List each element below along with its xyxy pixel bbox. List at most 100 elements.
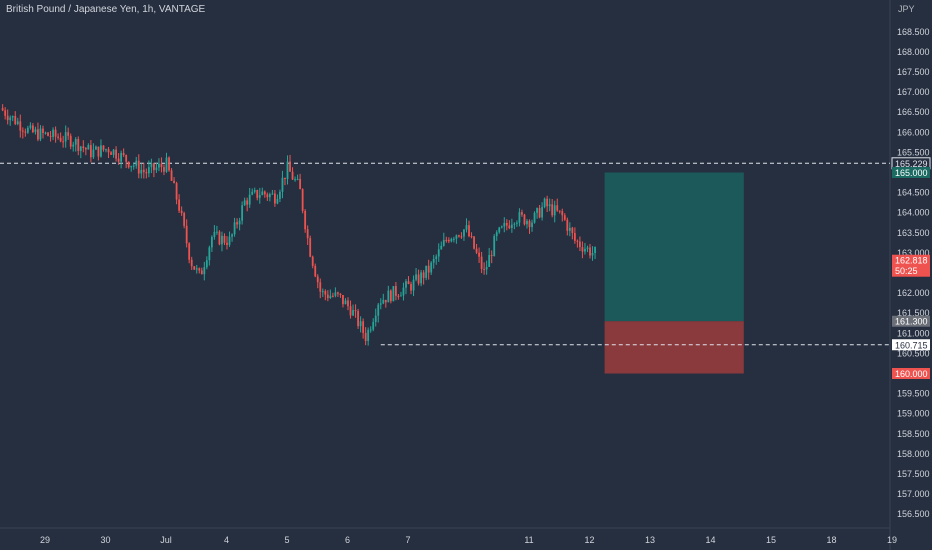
- candle-body: [591, 252, 594, 256]
- candle-body: [445, 239, 448, 241]
- candle-body: [500, 226, 503, 228]
- candle-body: [521, 212, 523, 215]
- candle-body: [463, 229, 465, 237]
- candle-body: [107, 149, 110, 153]
- candle-body: [425, 265, 428, 278]
- candle-body: [203, 267, 206, 275]
- candle-body: [473, 236, 475, 249]
- y-tick-label: 163.500: [897, 228, 930, 238]
- stop-badge: 160.000: [895, 369, 928, 379]
- candle-body: [309, 238, 312, 257]
- candle-body: [180, 210, 183, 213]
- candle-body: [523, 214, 526, 225]
- candle-body: [218, 231, 221, 245]
- candle-body: [493, 236, 496, 257]
- y-tick-label: 167.000: [897, 87, 930, 97]
- high-line-badge: 165.229: [895, 159, 928, 169]
- candle-body: [417, 274, 420, 284]
- entry-badge: 161.300: [895, 317, 928, 327]
- candle-body: [59, 137, 62, 142]
- candle-body: [26, 127, 29, 133]
- candle-body: [147, 167, 150, 174]
- candle-body: [435, 256, 438, 259]
- candle-body: [543, 198, 546, 207]
- candle-body: [579, 241, 581, 248]
- candle-body: [150, 163, 153, 168]
- x-tick-label: 7: [405, 535, 410, 545]
- y-tick-label: 168.000: [897, 47, 930, 57]
- candle-body: [384, 299, 387, 303]
- x-tick-label: 18: [826, 535, 836, 545]
- candle-body: [561, 211, 564, 216]
- candle-body: [377, 304, 380, 316]
- candles: [1, 104, 596, 346]
- candle-body: [163, 167, 165, 172]
- candle-body: [306, 229, 309, 239]
- candle-body: [518, 212, 521, 223]
- candle-body: [354, 310, 357, 312]
- candle-body: [440, 245, 443, 250]
- candle-body: [77, 139, 80, 151]
- y-tick-label: 162.000: [897, 288, 930, 298]
- candle-body: [89, 145, 92, 158]
- candle-body: [505, 223, 508, 226]
- candle-body: [261, 191, 264, 196]
- candle-body: [238, 220, 241, 225]
- candle-body: [389, 290, 392, 302]
- candle-body: [87, 145, 90, 150]
- candle-body: [405, 281, 407, 288]
- candle-body: [286, 161, 289, 180]
- candle-body: [142, 169, 145, 173]
- candle-body: [205, 260, 208, 268]
- target-badge: 165.000: [895, 168, 928, 178]
- current-price-badge-countdown: 50:25: [895, 266, 918, 276]
- y-tick-label: 160.500: [897, 348, 930, 358]
- candle-body: [533, 212, 536, 223]
- candle-body: [100, 145, 102, 157]
- candle-body: [442, 239, 445, 246]
- candle-body: [342, 295, 344, 305]
- candle-body: [127, 161, 130, 168]
- candle-body: [67, 132, 70, 136]
- candle-body: [367, 330, 370, 342]
- candle-body: [137, 160, 140, 174]
- candle-body: [541, 206, 544, 218]
- candle-body: [576, 240, 579, 242]
- candle-body: [155, 167, 158, 171]
- candle-body: [571, 227, 574, 234]
- y-tick-label: 156.500: [897, 509, 930, 519]
- candle-body: [24, 131, 27, 133]
- candle-body: [372, 321, 375, 330]
- candle-body: [231, 234, 233, 237]
- candle-body: [79, 146, 82, 151]
- x-tick-label: 14: [705, 535, 715, 545]
- candle-body: [266, 194, 269, 198]
- candle-body: [316, 276, 319, 283]
- chart-title: British Pound / Japanese Yen, 1h, VANTAG…: [6, 4, 206, 15]
- target-zone: [604, 172, 744, 322]
- candle-body: [200, 270, 203, 275]
- candle-body: [112, 149, 115, 155]
- candle-body: [4, 110, 7, 116]
- candle-body: [415, 274, 417, 280]
- candle-body: [475, 248, 478, 253]
- candle-body: [395, 286, 397, 296]
- candle-body: [296, 178, 299, 180]
- x-tick-label: 6: [345, 535, 350, 545]
- candle-body: [331, 295, 334, 297]
- y-tick-label: 161.500: [897, 308, 930, 318]
- candle-body: [488, 255, 491, 267]
- candle-body: [382, 299, 385, 304]
- candle-body: [284, 177, 286, 180]
- candle-body: [483, 268, 486, 270]
- target-badge-bg: [892, 167, 930, 178]
- candle-body: [430, 262, 433, 273]
- candle-body: [359, 321, 362, 327]
- candle-body: [256, 190, 259, 198]
- candle-body: [344, 300, 347, 305]
- candle-body: [556, 205, 559, 211]
- candle-body: [563, 215, 566, 220]
- candle-body: [536, 208, 538, 213]
- y-tick-label: 157.500: [897, 469, 930, 479]
